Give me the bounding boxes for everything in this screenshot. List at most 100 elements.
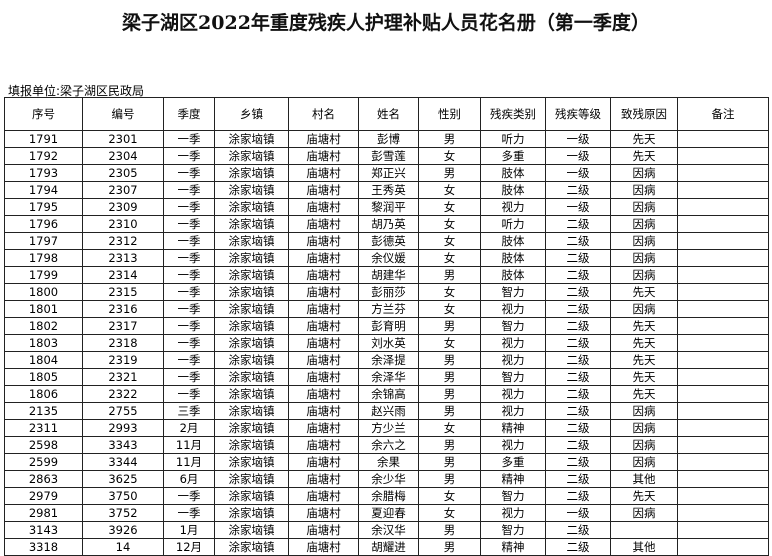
table-row: 1802 2317 一季 涂家垴镇 庙塘村 彭育明男智力 二级 先天 (4, 317, 769, 335)
table-row: 2135 2755 三季 涂家垴镇 庙塘村 赵兴雨男视力 二级 因病 (4, 402, 769, 420)
cell: 女 (418, 198, 481, 216)
cell: 2317 (82, 317, 164, 335)
cell: 先天 (610, 317, 678, 335)
cell: 庙塘村 (288, 385, 359, 403)
table-row: 1805 2321 一季 涂家垴镇 庙塘村 余泽华男智力 二级 先天 (4, 368, 769, 386)
cell: 肢体 (480, 249, 546, 267)
cell: 余泽华 (358, 368, 419, 386)
cell: 视力 (480, 436, 546, 454)
cell: 1794 (4, 181, 83, 199)
cell: 1797 (4, 232, 83, 250)
cell: 涂家垴镇 (214, 130, 289, 148)
cell: 2305 (82, 164, 164, 182)
cell: 2月 (163, 419, 215, 437)
cell: 涂家垴镇 (214, 147, 289, 165)
cell: 一季 (163, 368, 215, 386)
table-row: 2599 3344 11月 涂家垴镇 庙塘村 余果男多重 二级 因病 (4, 453, 769, 471)
cell: 彭雪莲 (358, 147, 419, 165)
cell: 二级 (545, 419, 611, 437)
cell: 先天 (610, 130, 678, 148)
empty-cell (677, 266, 769, 284)
cell: 智力 (480, 521, 546, 539)
empty-cell (677, 130, 769, 148)
empty-cell (677, 351, 769, 369)
cell: 庙塘村 (288, 351, 359, 369)
empty-cell (677, 419, 769, 437)
empty-cell (677, 317, 769, 335)
cell: 庙塘村 (288, 504, 359, 522)
column-header: 残疾等级 (545, 97, 611, 131)
cell: 一级 (545, 130, 611, 148)
cell: 庙塘村 (288, 198, 359, 216)
cell: 视力 (480, 351, 546, 369)
cell: 涂家垴镇 (214, 198, 289, 216)
cell: 二级 (545, 487, 611, 505)
cell: 二级 (545, 368, 611, 386)
cell: 一季 (163, 385, 215, 403)
cell: 2322 (82, 385, 164, 403)
empty-cell (677, 368, 769, 386)
cell: 男 (418, 470, 481, 488)
cell: 3750 (82, 487, 164, 505)
cell: 12月 (163, 538, 215, 556)
cell: 庙塘村 (288, 215, 359, 233)
cell: 男 (418, 164, 481, 182)
cell: 视力 (480, 198, 546, 216)
cell: 男 (418, 368, 481, 386)
cell: 男 (418, 317, 481, 335)
cell: 二级 (545, 215, 611, 233)
cell: 余腊梅 (358, 487, 419, 505)
column-header: 姓名 (358, 97, 419, 131)
cell: 男 (418, 436, 481, 454)
empty-cell (677, 147, 769, 165)
table-row: 1801 2316 一季 涂家垴镇 庙塘村 方兰芬女视力 二级 因病 (4, 300, 769, 318)
cell: 1795 (4, 198, 83, 216)
table-row: 1806 2322 一季 涂家垴镇 庙塘村 余锦高男视力 二级 先天 (4, 385, 769, 403)
table-row: 1792 2304 一季 涂家垴镇 庙塘村 彭雪莲女多重 一级 先天 (4, 147, 769, 165)
cell: 余少华 (358, 470, 419, 488)
cell: 庙塘村 (288, 300, 359, 318)
cell: 庙塘村 (288, 232, 359, 250)
column-header: 残疾类别 (480, 97, 546, 131)
cell: 二级 (545, 283, 611, 301)
cell: 视力 (480, 385, 546, 403)
table-row: 2981 3752 一季 涂家垴镇 庙塘村 夏迎春女视力 一级 因病 (4, 504, 769, 522)
cell: 涂家垴镇 (214, 317, 289, 335)
empty-cell (677, 487, 769, 505)
cell: 3344 (82, 453, 164, 471)
header-row: 序号 编号 季度 乡镇 村名 姓名 性别 残疾类别 残疾等级 致残原因 备注 (4, 97, 769, 131)
column-header: 村名 (288, 97, 359, 131)
empty-cell (677, 334, 769, 352)
empty-cell (610, 521, 678, 539)
empty-cell (677, 181, 769, 199)
empty-cell (677, 198, 769, 216)
table: 序号 编号 季度 乡镇 村名 姓名 性别 残疾类别 残疾等级 致残原因 备注 1791 2301 一季涂… (4, 97, 769, 556)
cell: 方少兰 (358, 419, 419, 437)
cell: 视力 (480, 300, 546, 318)
cell: 2318 (82, 334, 164, 352)
cell: 女 (418, 147, 481, 165)
cell: 庙塘村 (288, 470, 359, 488)
cell: 余仪媛 (358, 249, 419, 267)
cell: 多重 (480, 147, 546, 165)
cell: 先天 (610, 368, 678, 386)
cell: 2863 (4, 470, 83, 488)
cell: 2314 (82, 266, 164, 284)
cell: 郑正兴 (358, 164, 419, 182)
cell: 胡建华 (358, 266, 419, 284)
cell: 一季 (163, 147, 215, 165)
column-header: 性别 (418, 97, 481, 131)
cell: 1792 (4, 147, 83, 165)
cell: 庙塘村 (288, 147, 359, 165)
cell: 精神 (480, 538, 546, 556)
column-header: 致残原因 (610, 97, 678, 131)
empty-cell (677, 521, 769, 539)
cell: 一季 (163, 130, 215, 148)
table-row: 2598 3343 11月 涂家垴镇 庙塘村 余六之男视力 二级 因病 (4, 436, 769, 454)
cell: 2979 (4, 487, 83, 505)
cell: 11月 (163, 436, 215, 454)
table-row: 1803 2318 一季 涂家垴镇 庙塘村 刘水英女视力 二级 先天 (4, 334, 769, 352)
table-row: 1798 2313 一季 涂家垴镇 庙塘村 余仪媛女肢体 二级 因病 (4, 249, 769, 267)
cell: 1月 (163, 521, 215, 539)
cell: 二级 (545, 385, 611, 403)
